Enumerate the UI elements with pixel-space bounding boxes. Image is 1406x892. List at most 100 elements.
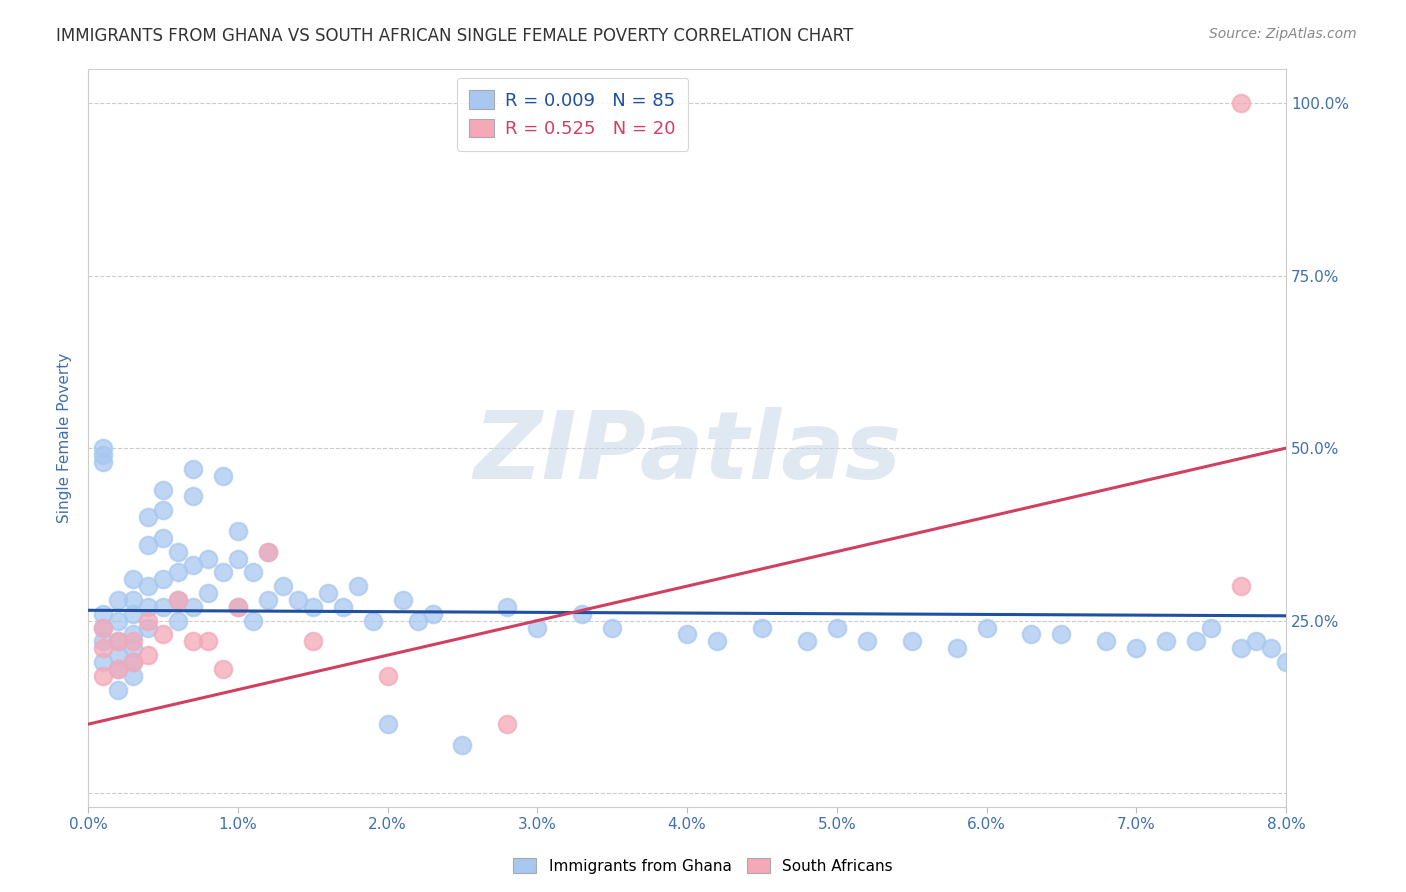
Point xyxy=(825,621,848,635)
Legend: R = 0.009   N = 85, R = 0.525   N = 20: R = 0.009 N = 85, R = 0.525 N = 20 xyxy=(457,78,689,151)
Point xyxy=(107,593,129,607)
Point xyxy=(226,551,249,566)
Point xyxy=(676,627,699,641)
Point xyxy=(212,468,235,483)
Point xyxy=(945,641,967,656)
Point xyxy=(301,599,323,614)
Point xyxy=(316,586,339,600)
Point xyxy=(1050,627,1073,641)
Point xyxy=(91,669,114,683)
Point xyxy=(152,572,174,586)
Point xyxy=(136,648,159,662)
Point xyxy=(136,538,159,552)
Point xyxy=(197,551,219,566)
Point xyxy=(571,607,593,621)
Point xyxy=(107,634,129,648)
Point xyxy=(107,682,129,697)
Point xyxy=(451,738,474,752)
Point xyxy=(152,599,174,614)
Point xyxy=(122,634,145,648)
Text: ZIPatlas: ZIPatlas xyxy=(472,407,901,499)
Point xyxy=(91,655,114,669)
Point xyxy=(226,599,249,614)
Point xyxy=(122,641,145,656)
Point xyxy=(242,614,264,628)
Point xyxy=(197,634,219,648)
Point xyxy=(256,544,278,558)
Point xyxy=(91,621,114,635)
Point xyxy=(706,634,728,648)
Point xyxy=(212,566,235,580)
Point xyxy=(332,599,354,614)
Point xyxy=(91,455,114,469)
Point xyxy=(1230,641,1253,656)
Point xyxy=(107,614,129,628)
Point xyxy=(1185,634,1208,648)
Point xyxy=(122,627,145,641)
Point xyxy=(122,593,145,607)
Point xyxy=(152,627,174,641)
Text: Source: ZipAtlas.com: Source: ZipAtlas.com xyxy=(1209,27,1357,41)
Point xyxy=(152,531,174,545)
Y-axis label: Single Female Poverty: Single Female Poverty xyxy=(58,352,72,523)
Point xyxy=(1230,96,1253,111)
Point xyxy=(107,634,129,648)
Point xyxy=(1230,579,1253,593)
Point xyxy=(167,593,190,607)
Point xyxy=(122,655,145,669)
Text: IMMIGRANTS FROM GHANA VS SOUTH AFRICAN SINGLE FEMALE POVERTY CORRELATION CHART: IMMIGRANTS FROM GHANA VS SOUTH AFRICAN S… xyxy=(56,27,853,45)
Point xyxy=(256,593,278,607)
Point xyxy=(1154,634,1177,648)
Point xyxy=(91,448,114,462)
Point xyxy=(167,593,190,607)
Point xyxy=(391,593,413,607)
Point xyxy=(107,648,129,662)
Point xyxy=(91,607,114,621)
Point xyxy=(526,621,548,635)
Point xyxy=(136,510,159,524)
Point xyxy=(181,558,204,573)
Point xyxy=(122,655,145,669)
Point xyxy=(167,544,190,558)
Point xyxy=(226,524,249,538)
Point xyxy=(152,503,174,517)
Point xyxy=(361,614,384,628)
Point xyxy=(242,566,264,580)
Point xyxy=(422,607,444,621)
Point xyxy=(122,669,145,683)
Point xyxy=(600,621,623,635)
Point xyxy=(1095,634,1118,648)
Point xyxy=(181,599,204,614)
Point xyxy=(181,462,204,476)
Point xyxy=(181,490,204,504)
Point xyxy=(197,586,219,600)
Point xyxy=(91,621,114,635)
Point xyxy=(212,662,235,676)
Point xyxy=(496,717,519,731)
Point xyxy=(855,634,877,648)
Point xyxy=(751,621,773,635)
Point xyxy=(1260,641,1282,656)
Point xyxy=(496,599,519,614)
Point xyxy=(406,614,429,628)
Point xyxy=(796,634,818,648)
Point xyxy=(136,599,159,614)
Point xyxy=(226,599,249,614)
Point xyxy=(107,662,129,676)
Point xyxy=(91,634,114,648)
Point xyxy=(122,572,145,586)
Point xyxy=(377,669,399,683)
Point xyxy=(287,593,309,607)
Point xyxy=(167,614,190,628)
Point xyxy=(1199,621,1222,635)
Point xyxy=(976,621,998,635)
Point xyxy=(256,544,278,558)
Point xyxy=(1125,641,1147,656)
Point xyxy=(271,579,294,593)
Point xyxy=(181,634,204,648)
Point xyxy=(122,607,145,621)
Legend: Immigrants from Ghana, South Africans: Immigrants from Ghana, South Africans xyxy=(508,852,898,880)
Point xyxy=(136,621,159,635)
Point xyxy=(136,579,159,593)
Point xyxy=(1021,627,1043,641)
